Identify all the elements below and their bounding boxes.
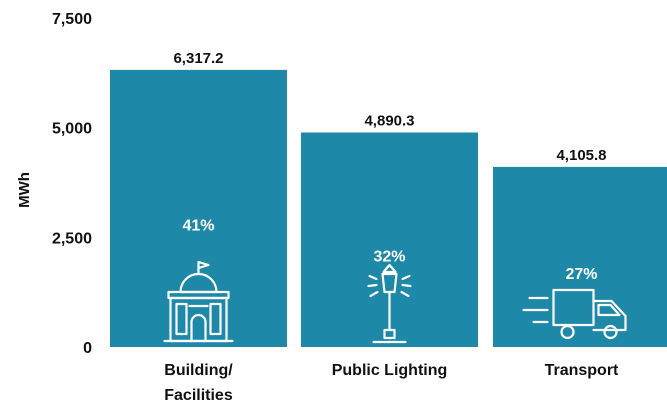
delivery-truck-icon xyxy=(522,288,627,340)
category-label: Facilities xyxy=(164,387,233,404)
bar-group: 6,317.2 41% Building/Facilities xyxy=(110,50,287,404)
bar-percent-label: 27% xyxy=(565,266,597,283)
bar-group: 4,105.8 27% Transport xyxy=(493,147,667,379)
bar-value-label: 6,317.2 xyxy=(173,50,223,67)
category-label: Public Lighting xyxy=(332,362,448,379)
y-tick-label: 0 xyxy=(83,340,92,357)
bar-percent-label: 32% xyxy=(373,249,405,266)
building-icon xyxy=(163,260,234,343)
bar-value-label: 4,890.3 xyxy=(364,112,414,129)
bar-percent-label: 41% xyxy=(182,217,214,234)
y-axis-label: MWh xyxy=(16,172,33,208)
street-lamp-icon xyxy=(367,263,412,344)
bar-value-label: 4,105.8 xyxy=(556,147,606,164)
bar xyxy=(110,69,287,347)
category-label: Transport xyxy=(545,362,619,379)
bar xyxy=(493,166,667,347)
y-tick-label: 7,500 xyxy=(52,11,92,28)
bars-group: 6,317.2 41% Building/Facilities 4,890.3 32% P… xyxy=(110,50,667,404)
y-tick-label: 2,500 xyxy=(52,230,92,247)
category-label: Building/ xyxy=(164,362,233,379)
y-axis-ticks: 0 2,500 5,000 7,500 xyxy=(52,11,92,357)
y-tick-label: 5,000 xyxy=(52,121,92,138)
bar-group: 4,890.3 32% Public Lighting xyxy=(301,112,478,379)
